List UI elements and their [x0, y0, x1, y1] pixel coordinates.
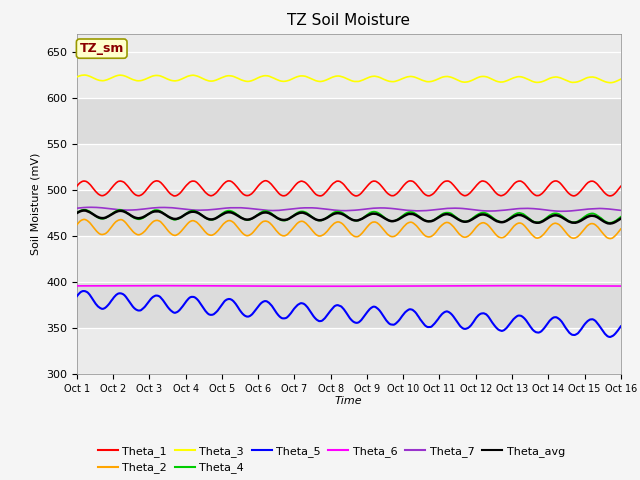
- Bar: [77, 98, 621, 144]
- X-axis label: Time: Time: [335, 396, 363, 406]
- Legend: Theta_1, Theta_2, Theta_3, Theta_4, Theta_5, Theta_6, Theta_7, Theta_avg: Theta_1, Theta_2, Theta_3, Theta_4, Thet…: [93, 442, 570, 478]
- Bar: [77, 52, 621, 98]
- Bar: [77, 328, 621, 374]
- Bar: [77, 190, 621, 236]
- Bar: [77, 282, 621, 328]
- Bar: [77, 144, 621, 190]
- Text: TZ_sm: TZ_sm: [79, 42, 124, 55]
- Bar: [77, 236, 621, 282]
- Title: TZ Soil Moisture: TZ Soil Moisture: [287, 13, 410, 28]
- Y-axis label: Soil Moisture (mV): Soil Moisture (mV): [30, 153, 40, 255]
